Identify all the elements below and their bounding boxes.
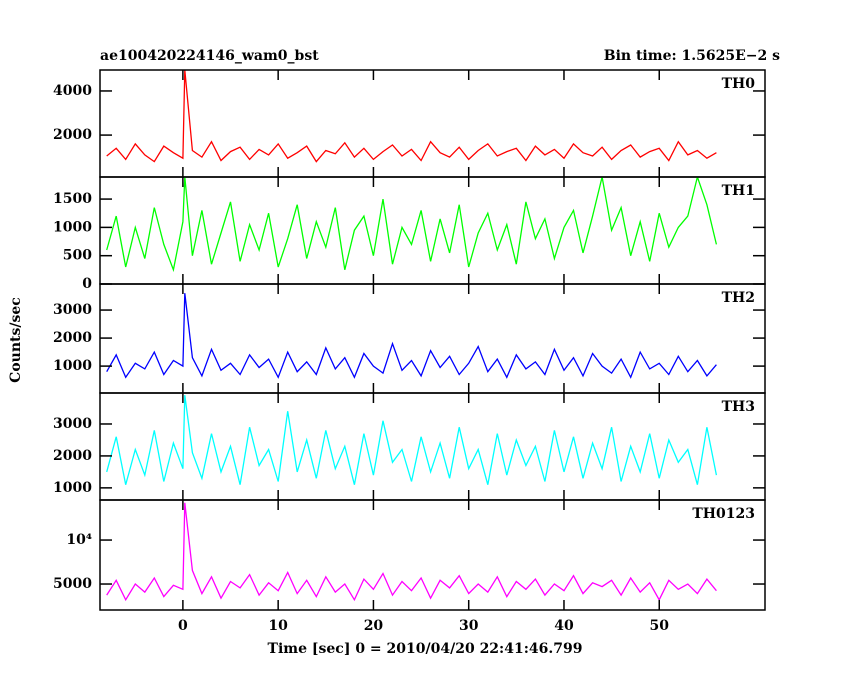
x-tick-label: 40 <box>554 618 574 634</box>
y-tick-label: 10⁴ <box>66 532 92 548</box>
y-tick-label: 1000 <box>53 219 92 235</box>
panel-label: TH0123 <box>692 506 755 522</box>
x-tick-label: 30 <box>459 618 479 634</box>
y-axis-label: Counts/sec <box>8 297 24 383</box>
y-tick-label: 1000 <box>53 480 92 496</box>
light-curve <box>106 395 718 485</box>
y-tick-label: 2000 <box>53 127 92 143</box>
y-tick-label: 2000 <box>53 330 92 346</box>
x-tick-label: 50 <box>650 618 670 634</box>
chart-title: ae100420224146_wam0_bst <box>100 48 319 64</box>
light-curve <box>106 70 717 163</box>
chart-subtitle: Bin time: 1.5625E−2 s <box>604 48 780 64</box>
panel-label: TH3 <box>722 399 755 415</box>
y-tick-label: 1000 <box>53 358 92 374</box>
y-tick-label: 0 <box>82 276 92 292</box>
y-tick-label: 3000 <box>53 416 92 432</box>
panel-label: TH2 <box>722 290 755 306</box>
light-curve <box>106 177 718 273</box>
panel-frame <box>99 69 766 178</box>
x-axis-label: Time [sec] 0 = 2010/04/20 22:41:46.799 <box>268 641 583 657</box>
y-tick-label: 1500 <box>53 191 92 207</box>
panel-frame <box>99 283 766 394</box>
x-tick-label: 0 <box>178 618 188 634</box>
y-tick-label: 2000 <box>53 448 92 464</box>
panel-label: TH1 <box>722 183 755 199</box>
x-tick-label: 10 <box>268 618 288 634</box>
light-curve <box>106 502 717 602</box>
light-curve <box>106 293 717 379</box>
panel-frame <box>99 499 766 611</box>
x-tick-label: 20 <box>364 618 384 634</box>
panel-frame <box>99 176 766 285</box>
y-tick-label: 5000 <box>53 576 92 592</box>
panel-frame <box>99 392 766 501</box>
panel-label: TH0 <box>722 76 756 92</box>
y-tick-label: 3000 <box>53 302 92 318</box>
y-tick-label: 500 <box>63 248 92 264</box>
y-tick-label: 4000 <box>53 83 92 99</box>
